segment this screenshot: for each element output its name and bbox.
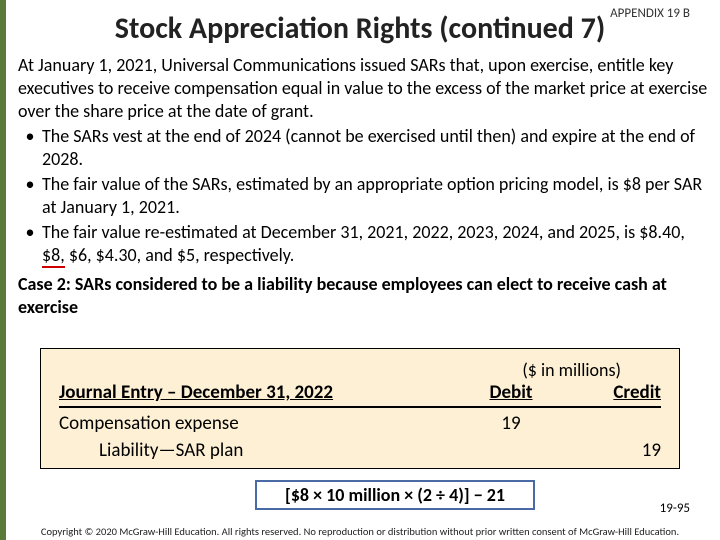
bullet-mark: • [18,173,42,219]
journal-entry-table: ($ in millions) Journal Entry – December… [40,348,680,469]
slide: APPENDIX 19 B Stock Appreciation Rights … [0,0,720,540]
body-text: At January 1, 2021, Universal Communicat… [18,54,708,319]
bullet3-pre: The fair value re-estimated at December … [42,221,685,243]
copyright-footer: Copyright © 2020 McGraw-Hill Education. … [0,525,720,538]
account-name: Liability—SAR plan [59,439,461,462]
credit-header: Credit [561,381,661,404]
bullet-text: The SARs vest at the end of 2024 (cannot… [42,125,708,171]
credit-value [561,412,661,435]
bullet-text: The fair value re-estimated at December … [42,221,708,267]
bullet-item: • The fair value re-estimated at Decembe… [18,221,708,267]
page-title: Stock Appreciation Rights (continued 7) [0,10,720,47]
bullet-mark: • [18,125,42,171]
credit-value: 19 [561,439,661,462]
debit-value [461,439,561,462]
bullet-text: The fair value of the SARs, estimated by… [42,173,708,219]
intro-paragraph: At January 1, 2021, Universal Communicat… [18,54,708,123]
table-row: Liability—SAR plan 19 [59,439,661,462]
account-name: Compensation expense [59,412,461,435]
page-number: 19-95 [660,501,690,516]
debit-header: Debit [461,381,561,404]
bullet-item: • The fair value of the SARs, estimated … [18,173,708,219]
table-header-row: Journal Entry – December 31, 2022 Debit … [59,381,661,408]
case-2-heading: Case 2: SARs considered to be a liabilit… [18,273,708,319]
table-row: Compensation expense 19 [59,412,661,435]
sidebar-accent [0,0,6,540]
journal-entry-header: Journal Entry – December 31, 2022 [59,381,461,404]
bullet-list: • The SARs vest at the end of 2024 (cann… [18,125,708,267]
debit-value: 19 [461,412,561,435]
calculation-callout: [$8 × 10 million × (2 ÷ 4)] − 21 [255,480,535,510]
bullet3-post: $6, $4.30, and $5, respectively. [65,244,295,266]
bullet-item: • The SARs vest at the end of 2024 (cann… [18,125,708,171]
highlight-value: $8, [42,244,65,268]
bullet-mark: • [18,221,42,267]
units-label: ($ in millions) [59,359,661,381]
